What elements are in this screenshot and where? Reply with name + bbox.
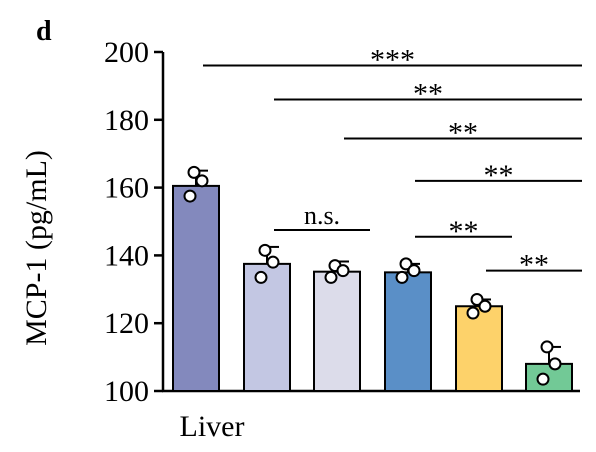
y-axis-label: MCP-1 (pg/mL) xyxy=(20,150,53,346)
significance-label: *** xyxy=(370,44,415,77)
y-tick-label: 100 xyxy=(104,375,149,408)
x-axis-label: Liver xyxy=(180,410,245,443)
data-point xyxy=(195,174,209,188)
bars-group xyxy=(172,165,573,393)
data-point xyxy=(336,264,350,278)
bar xyxy=(243,262,291,392)
significance-label: ** xyxy=(448,116,478,149)
significance-label: n.s. xyxy=(304,201,340,230)
data-point xyxy=(187,165,201,179)
data-point xyxy=(395,270,409,284)
data-point xyxy=(258,243,272,257)
significance-group: *************n.s. xyxy=(203,44,582,282)
data-point xyxy=(466,306,480,320)
bar xyxy=(455,305,503,392)
bar xyxy=(313,270,361,392)
y-tick-label: 120 xyxy=(104,307,149,340)
significance-label: ** xyxy=(519,249,549,282)
significance-label: ** xyxy=(484,159,514,192)
significance-label: ** xyxy=(449,215,479,248)
y-tick-label: 180 xyxy=(104,104,149,137)
data-point xyxy=(536,372,550,386)
data-point xyxy=(324,270,338,284)
data-point xyxy=(183,189,197,203)
bar xyxy=(384,271,432,393)
data-point xyxy=(548,357,562,371)
panel-label: d xyxy=(36,16,52,47)
significance-label: ** xyxy=(413,77,443,110)
y-tick-label: 200 xyxy=(104,36,149,69)
y-tick-label: 140 xyxy=(104,239,149,272)
axes: 100 120 140 160 180 200 xyxy=(104,36,580,408)
data-point xyxy=(254,270,268,284)
data-point xyxy=(266,255,280,269)
y-tick-label: 160 xyxy=(104,172,149,205)
data-point xyxy=(399,257,413,271)
data-point xyxy=(540,340,554,354)
bar xyxy=(172,184,220,392)
data-point xyxy=(470,292,484,306)
data-point xyxy=(478,299,492,313)
data-point xyxy=(407,264,421,278)
